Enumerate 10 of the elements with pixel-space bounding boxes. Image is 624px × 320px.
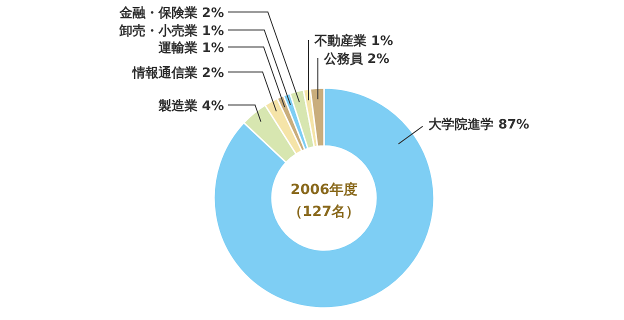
title: 2006年度	[290, 182, 358, 198]
slice-label: 情報通信業 2%	[131, 65, 224, 81]
subtitle: （127名）	[288, 204, 360, 220]
slice-label: 大学院進学 87%	[428, 116, 530, 132]
slice-label: 金融・保険業 2%	[118, 6, 224, 21]
slice-label: 公務員 2%	[322, 52, 390, 67]
slice-label: 不動産業 1%	[314, 33, 394, 49]
slice-label: 製造業 4%	[157, 99, 224, 114]
slice-label: 卸売・小売業 1%	[118, 24, 224, 39]
slice-label: 運輸業 1%	[157, 41, 224, 56]
